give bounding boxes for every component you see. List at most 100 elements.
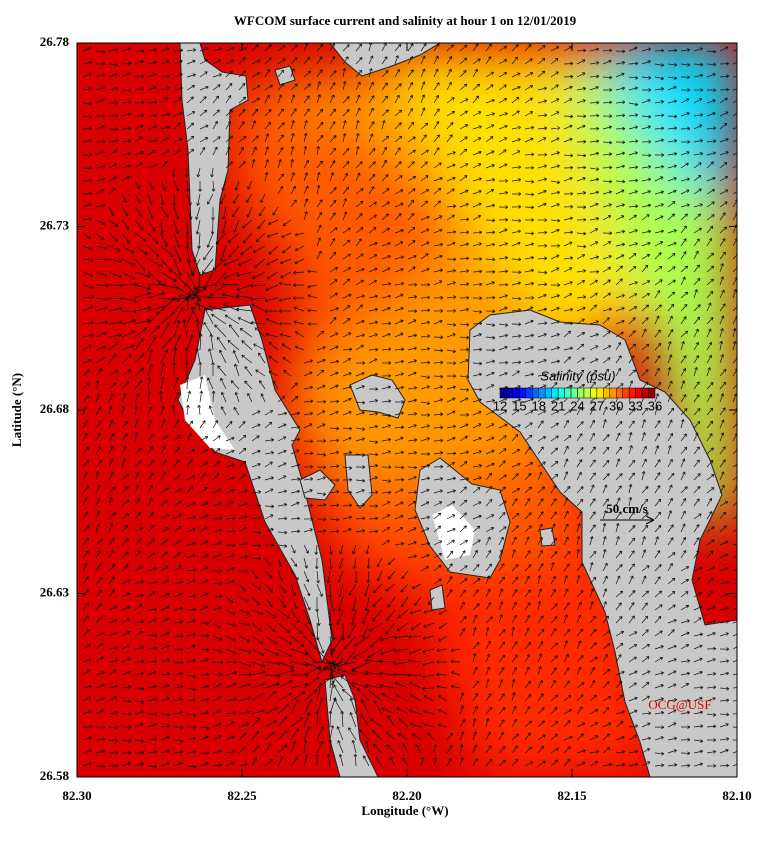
current-vector <box>329 147 337 156</box>
current-vector <box>339 544 344 555</box>
current-vector <box>173 473 182 481</box>
current-vector <box>381 385 391 390</box>
current-vector <box>303 622 315 637</box>
current-vector <box>82 446 89 455</box>
current-vector <box>576 244 587 249</box>
current-vector <box>225 59 235 65</box>
current-vector <box>212 541 222 546</box>
current-vector <box>199 726 210 730</box>
colorbar-segment <box>544 387 552 399</box>
current-vector <box>281 232 292 238</box>
current-vector <box>195 319 201 338</box>
current-vector <box>251 543 262 548</box>
current-vector <box>251 59 261 65</box>
current-vector <box>537 152 548 157</box>
current-vector <box>412 733 422 741</box>
current-vector <box>225 697 237 702</box>
current-vector <box>485 575 491 585</box>
current-vector <box>407 121 415 130</box>
current-vector <box>524 125 535 130</box>
current-vector <box>108 725 119 730</box>
current-vector <box>563 321 574 326</box>
current-vector <box>342 253 351 260</box>
current-vector <box>654 445 660 455</box>
current-vector <box>485 384 495 390</box>
current-vector <box>589 228 599 234</box>
current-vector <box>667 683 677 689</box>
current-vector <box>615 342 622 351</box>
current-vector <box>347 622 357 639</box>
current-vector <box>472 296 483 300</box>
current-vector <box>290 57 298 65</box>
current-vector <box>82 406 87 416</box>
current-vector <box>368 320 379 325</box>
current-vector <box>485 653 491 663</box>
current-vector <box>160 206 169 218</box>
current-vector <box>264 596 273 608</box>
current-vector <box>242 219 253 229</box>
current-vector <box>550 320 560 325</box>
current-vector <box>511 72 521 78</box>
current-vector <box>654 138 664 143</box>
current-vector <box>212 460 221 468</box>
current-vector <box>95 563 102 572</box>
current-vector <box>394 501 404 507</box>
current-vector <box>194 290 201 312</box>
current-vector <box>589 680 596 689</box>
current-vector <box>485 203 496 208</box>
current-vector <box>498 294 508 299</box>
current-vector <box>420 282 431 287</box>
current-vector <box>550 747 559 754</box>
current-vector <box>459 692 465 702</box>
current-vector <box>719 686 730 691</box>
current-vector <box>472 111 482 117</box>
current-vector <box>589 642 597 650</box>
current-vector <box>472 189 482 195</box>
current-vector <box>147 484 153 494</box>
current-vector <box>329 292 338 299</box>
current-vector <box>615 762 626 767</box>
current-vector <box>667 341 672 351</box>
current-vector <box>316 184 321 195</box>
current-vector <box>121 112 131 117</box>
current-vector <box>459 256 470 261</box>
current-vector <box>563 628 571 637</box>
current-vector <box>472 627 477 637</box>
current-vector <box>498 163 508 169</box>
current-vector <box>589 292 598 299</box>
current-vector <box>355 57 363 65</box>
current-vector <box>368 516 379 521</box>
current-vector <box>641 317 649 325</box>
current-vector <box>121 699 132 704</box>
current-vector <box>316 410 326 416</box>
current-vector <box>641 565 650 572</box>
current-vector <box>706 539 715 546</box>
current-vector <box>380 635 396 642</box>
current-vector <box>654 697 664 702</box>
current-vector <box>329 94 335 104</box>
current-vector <box>316 56 323 65</box>
current-vector <box>379 683 396 689</box>
current-vector <box>329 557 333 570</box>
current-vector <box>212 120 218 130</box>
current-vector <box>225 609 236 615</box>
current-vector <box>381 213 389 221</box>
current-vector <box>641 761 651 767</box>
current-vector <box>368 424 379 429</box>
current-vector <box>446 163 456 169</box>
current-vector <box>225 82 233 91</box>
current-vector <box>641 486 649 494</box>
current-vector <box>485 150 495 156</box>
current-vector <box>147 591 156 598</box>
current-vector <box>253 343 266 351</box>
current-vector <box>472 744 478 754</box>
current-vector <box>420 566 430 572</box>
current-vector <box>264 84 273 91</box>
current-vector <box>511 679 516 689</box>
current-vector <box>680 591 689 598</box>
current-vector <box>329 55 335 65</box>
current-vector <box>290 717 303 728</box>
current-vector <box>277 716 288 728</box>
current-vector <box>355 344 364 351</box>
current-vector <box>563 588 569 598</box>
